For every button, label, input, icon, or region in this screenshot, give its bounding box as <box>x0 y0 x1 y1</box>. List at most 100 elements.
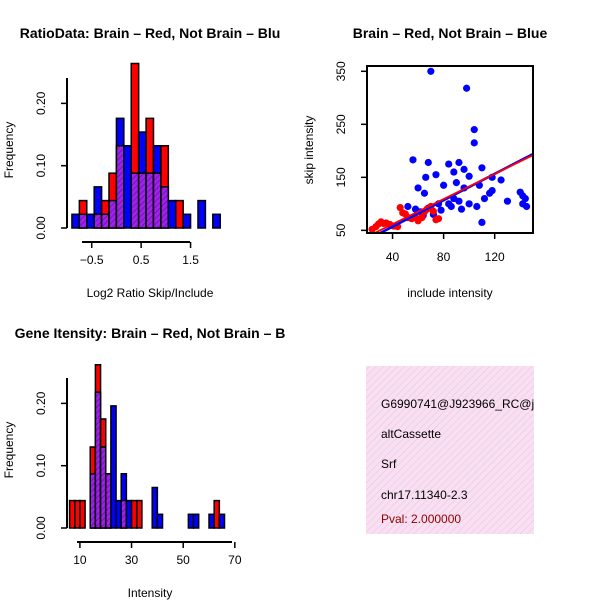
intensity-x-tick-label: 30 <box>125 553 139 567</box>
intensity-brain-bar <box>213 499 221 529</box>
scatter-point-not-brain <box>452 179 460 187</box>
intensity-y-tick-label: 0.10 <box>34 454 48 478</box>
scatter-x-tick-label: 40 <box>386 250 400 264</box>
scatter-x-tick-label: 120 <box>485 250 505 264</box>
intensity-ticks: 0.00 0.10 0.20 10 30 50 70 <box>34 391 242 567</box>
scatter-point-not-brain <box>424 158 432 167</box>
ratio-not-brain-bar <box>167 199 177 229</box>
ratio-overlap-bar <box>93 213 103 229</box>
scatter-point-not-brain <box>478 164 486 172</box>
intensity-y-tick-label: 0.00 <box>34 516 48 540</box>
ratio-not-brain-bar <box>212 213 221 229</box>
scatter-points <box>368 67 533 233</box>
gene-symbol: Srf <box>381 457 397 471</box>
ratio-y-tick-label: 0.10 <box>34 154 48 178</box>
scatter-point-not-brain <box>445 160 453 168</box>
scatter-point-not-brain <box>503 197 512 205</box>
scatter-y-tick-label: 250 <box>334 114 348 134</box>
ratio-overlap-bar <box>78 213 88 229</box>
scatter-point-not-brain <box>450 168 458 176</box>
scatter-point-not-brain <box>473 202 481 211</box>
ratio-not-brain-bar <box>197 199 207 229</box>
genomic-location: chr17.11340-2.3 <box>381 488 468 502</box>
intensity-not-brain-bar <box>208 513 215 529</box>
intensity-histogram-panel: Gene Itensity: Brain – Red, Not Brain – … <box>2 325 285 600</box>
scatter-x-tick-label: 80 <box>437 250 451 264</box>
intensity-x-tick-label: 10 <box>73 553 87 567</box>
ratio-x-tick-label: 0.5 <box>133 253 150 267</box>
scatter-point-not-brain <box>414 184 422 192</box>
scatter-point-not-brain <box>465 172 473 180</box>
scatter-point-not-brain <box>447 202 455 211</box>
scatter-point-not-brain <box>422 173 430 181</box>
ratio-brain-bar <box>174 199 184 229</box>
ratio-overlap-bar <box>100 213 110 229</box>
event-type: altCassette <box>381 427 441 441</box>
scatter-point-not-brain <box>470 126 478 134</box>
scatter-point-not-brain <box>480 194 489 203</box>
ratio-overlap-bar <box>115 145 125 229</box>
ratio-overlap-bar <box>130 172 140 229</box>
intensity-brain-bar <box>135 499 143 529</box>
intensity-x-tick-label: 70 <box>228 553 242 567</box>
intensity-not-brain-bar <box>187 513 195 529</box>
ratio-y-tick-label: 0.20 <box>34 91 48 115</box>
scatter-y-tick-label: 150 <box>334 167 348 187</box>
scatter-fit-line-brain <box>372 154 533 233</box>
scatter-point-not-brain <box>455 158 463 167</box>
ratio-not-brain-bar <box>182 213 192 229</box>
intensity-overlap-bar <box>89 473 97 529</box>
scatter-point-not-brain <box>463 84 471 92</box>
intensity-bars <box>68 364 226 529</box>
ratio-overlap-bar <box>137 172 147 229</box>
intensity-not-brain-bar <box>192 513 200 529</box>
scatter-point-not-brain <box>432 171 440 179</box>
scatter-point-not-brain <box>465 200 473 208</box>
intensity-not-brain-bar <box>156 513 164 529</box>
scatter-y-tick-label: 350 <box>334 61 348 81</box>
scatter-point-not-brain <box>440 181 448 189</box>
intensity-not-brain-bar <box>151 486 159 529</box>
intensity-not-brain-bar <box>218 513 226 529</box>
scatter-point-not-brain <box>497 176 505 184</box>
probe-id: G6990741@J923966_RC@j_at <box>381 397 551 411</box>
ratio-bars <box>71 62 221 229</box>
scatter-x-label: include intensity <box>407 286 492 300</box>
scatter-y-label: skip intensity <box>302 116 316 185</box>
ratio-x-label: Log2 Ratio Skip/Include <box>87 286 214 300</box>
intensity-x-tick-label: 50 <box>177 553 191 567</box>
ratio-ticks: 0.00 0.10 0.20 −0.5 0.5 1.5 <box>34 91 199 267</box>
scatter-point-brain <box>429 207 437 215</box>
intensity-brain-bar <box>130 499 138 529</box>
info-panel-background <box>366 366 534 534</box>
ratio-chart-title: RatioData: Brain – Red, Not Brain – Blu <box>20 25 281 41</box>
scatter-point-not-brain <box>420 189 429 197</box>
intensity-brain-bar <box>79 499 86 529</box>
scatter-point-not-brain <box>404 202 412 211</box>
scatter-point-not-brain <box>455 197 463 205</box>
scatter-point-brain <box>434 215 443 223</box>
ratio-overlap-bar <box>160 186 170 229</box>
scatter-point-brain <box>418 214 426 222</box>
scatter-ticks: 40 80 120 50 150 250 350 <box>334 61 505 264</box>
scatter-point-not-brain <box>460 165 468 173</box>
ratio-y-label: Frequency <box>2 122 16 179</box>
scatter-point-not-brain <box>523 202 531 211</box>
scatter-panel: Brain – Red, Not Brain – Blue 40 80 120 50 1… <box>302 25 547 300</box>
intensity-brain-bar <box>68 499 76 529</box>
intensity-chart-title: Gene Itensity: Brain – Red, Not Brain – … <box>15 325 286 341</box>
ratio-x-tick-label: −0.5 <box>80 253 104 267</box>
scatter-point-not-brain <box>485 189 494 197</box>
scatter-point-not-brain <box>470 139 478 147</box>
info-panel: G6990741@J923966_RC@j_at altCassette Srf… <box>366 366 551 534</box>
ratio-not-brain-bar <box>123 145 133 229</box>
intensity-overlap-bar <box>99 446 107 529</box>
intensity-not-brain-bar <box>125 499 133 529</box>
intensity-x-label: Intensity <box>128 586 173 600</box>
scatter-point-not-brain <box>457 205 466 213</box>
info-panel-text-clip: G6990741@J923966_RC@j_at altCassette Srf… <box>381 397 551 526</box>
ratio-overlap-bar <box>145 172 155 229</box>
ratio-histogram-panel: RatioData: Brain – Red, Not Brain – Blu … <box>2 25 280 300</box>
scatter-chart-title: Brain – Red, Not Brain – Blue <box>353 25 548 41</box>
